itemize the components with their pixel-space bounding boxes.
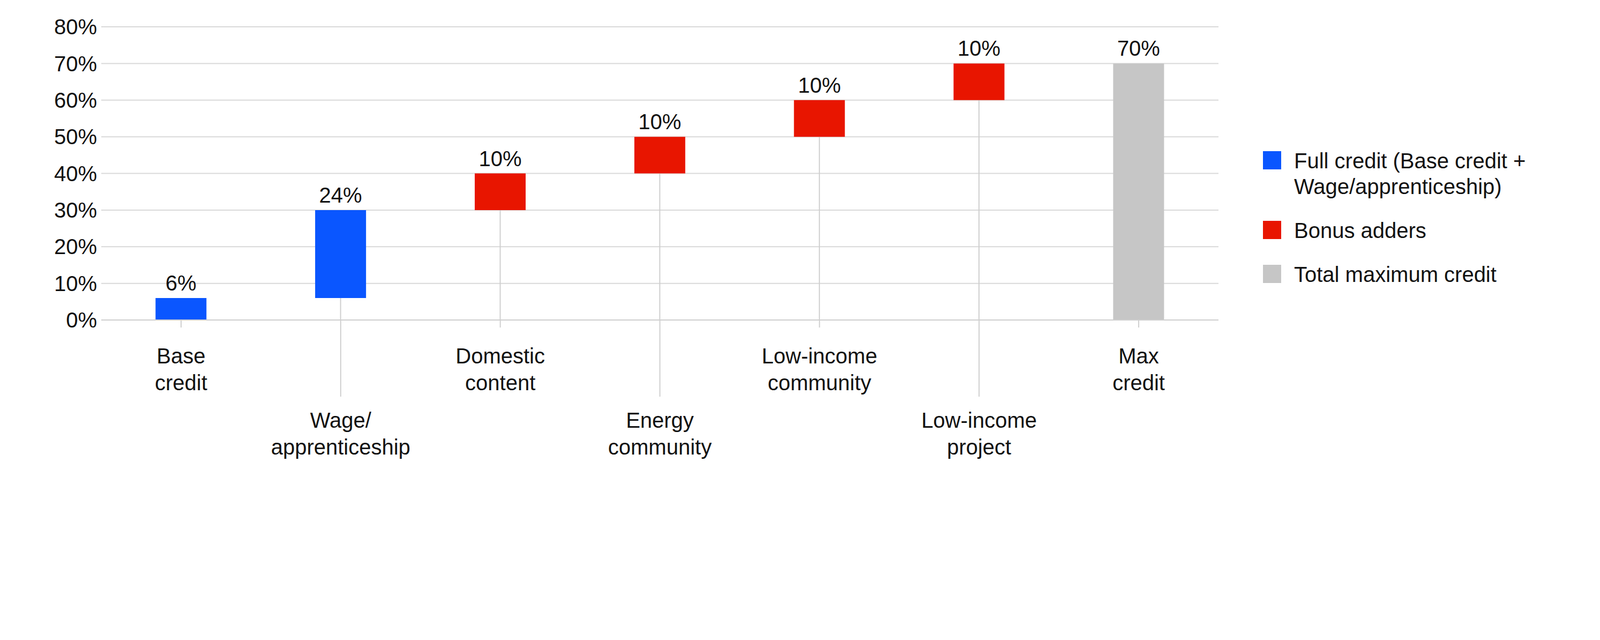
svg-text:credit: credit [154,370,208,395]
svg-text:content: content [465,370,536,395]
svg-text:Base: Base [156,344,206,368]
svg-text:10%: 10% [797,73,841,97]
svg-text:Wage/: Wage/ [310,408,372,432]
svg-text:50%: 50% [54,124,97,149]
svg-text:30%: 30% [54,198,97,222]
svg-text:credit: credit [1112,370,1165,395]
svg-text:project: project [946,435,1012,459]
html-text:Bonus adders: Bonus adders [1294,218,1427,243]
svg-text:80%: 80% [54,15,97,39]
svg-text:community: community [608,435,712,459]
svg-text:Energy: Energy [625,408,694,432]
svg-text:70%: 70% [54,51,97,76]
svg-text:24%: 24% [319,183,363,207]
svg-text:Low-income: Low-income [761,344,878,368]
html-text:Full credit (Base credit + Wag: Full credit (Base credit + Wage/apprenti… [1294,148,1526,199]
svg-text:0%: 0% [65,308,97,332]
svg-text:Low-income: Low-income [921,408,1037,432]
svg-text:Max: Max [1118,344,1160,368]
svg-text:6%: 6% [165,271,197,295]
html-text:Total maximum credit: Total maximum credit [1294,262,1497,287]
svg-text:40%: 40% [54,161,97,186]
svg-text:Domestic: Domestic [455,344,545,368]
svg-text:20%: 20% [54,234,97,259]
svg-text:10%: 10% [957,36,1001,61]
svg-text:60%: 60% [54,88,97,112]
svg-text:apprenticeship: apprenticeship [271,435,411,459]
svg-text:10%: 10% [638,109,682,134]
svg-text:70%: 70% [1117,36,1161,61]
svg-text:10%: 10% [478,146,522,171]
svg-text:10%: 10% [54,271,97,296]
svg-text:community: community [767,370,872,395]
